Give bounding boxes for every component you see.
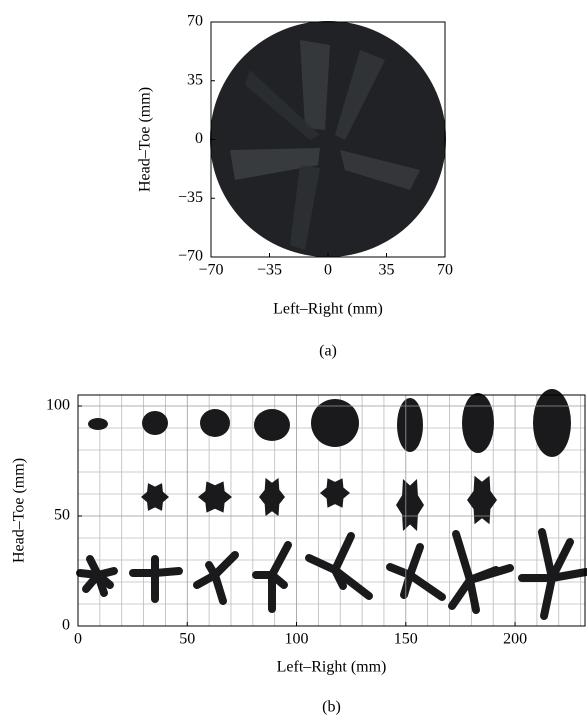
panel: 0 50 100 150 200 0 50 100 Left–Right (mm) Head–To…: [11, 389, 586, 716]
y-tick-label: 50: [54, 507, 70, 524]
y-tick-label: 0: [195, 130, 203, 147]
x-tick-label: 35: [379, 262, 395, 279]
x-axis-label: Left–Right (mm): [277, 659, 387, 676]
x-axis-label: Left–Right (mm): [273, 301, 383, 318]
footprint-arm: [404, 575, 410, 595]
footprint-arm: [410, 547, 420, 575]
footprint-arm: [456, 534, 470, 580]
x-tick-label: 150: [394, 631, 418, 648]
caption: (a): [319, 343, 337, 360]
y-tick-label: −35: [178, 189, 203, 206]
footprint-blob: [200, 409, 230, 437]
footprint-arm: [542, 532, 552, 578]
x-tick-label: 100: [285, 631, 309, 648]
y-tick-label: −70: [178, 248, 203, 265]
y-axis-label: Head–Toe (mm): [11, 458, 28, 563]
x-tick-label: 0: [324, 262, 332, 279]
footprint-streak: [300, 40, 330, 130]
x-tick-label: 0: [74, 631, 82, 648]
x-tick-label: 50: [179, 631, 195, 648]
footprint-arm: [209, 565, 215, 575]
footprint-blob: [254, 409, 290, 441]
footprint-arm: [410, 575, 442, 597]
y-axis-label: Head–Toe (mm): [137, 87, 154, 192]
y-tick-label: 35: [187, 71, 203, 88]
footprint-blob: [88, 418, 108, 430]
y-tick-label: 70: [187, 13, 203, 30]
footprint-blob: [396, 479, 424, 531]
caption: (b): [322, 699, 341, 716]
footprint-arm: [470, 580, 476, 610]
footprint-blob: [462, 393, 494, 453]
y-tick-label: 100: [46, 397, 70, 414]
footprint-blob: [142, 411, 168, 435]
footprint-blob: [259, 478, 285, 516]
footprint-arm: [215, 555, 235, 575]
x-tick-label: −35: [257, 262, 282, 279]
footprint-arm: [215, 575, 223, 601]
y-tick-label: 0: [62, 617, 70, 634]
footprint-blob: [320, 478, 350, 507]
x-tick-label: 70: [437, 262, 453, 279]
footprint-arm: [544, 578, 552, 616]
x-tick-label: 200: [503, 631, 527, 648]
footprint-blob: [533, 389, 571, 457]
footprint-arm: [335, 536, 351, 570]
footprint-blob: [141, 483, 169, 511]
footprint-blob: [198, 481, 232, 512]
figure: −70−3503570−70−3503570Left–Right (mm)Hea…: [0, 0, 587, 724]
